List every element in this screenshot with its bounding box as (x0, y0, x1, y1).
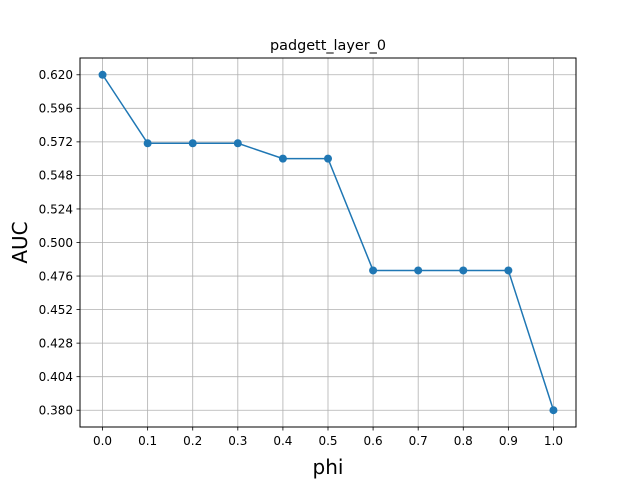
series-layer (98, 70, 558, 415)
data-point (504, 266, 513, 275)
grid (80, 58, 576, 427)
x-tick-label: 0.3 (228, 434, 247, 448)
data-point (278, 154, 287, 163)
y-axis-label: AUC (8, 221, 32, 263)
x-tick-label: 0.2 (183, 434, 202, 448)
y-tick-label: 0.380 (39, 404, 73, 418)
data-point (459, 266, 468, 275)
y-tick-label: 0.452 (39, 303, 73, 317)
data-point (369, 266, 378, 275)
y-tick-label: 0.548 (39, 169, 73, 183)
x-tick-label: 0.7 (409, 434, 428, 448)
y-tick-label: 0.596 (39, 102, 73, 116)
x-tick-label: 0.4 (273, 434, 292, 448)
x-tick-label: 0.6 (364, 434, 383, 448)
y-tick-label: 0.620 (39, 68, 73, 82)
x-tick-label: 0.8 (454, 434, 473, 448)
y-tick-label: 0.428 (39, 336, 73, 350)
y-tick-label: 0.404 (39, 370, 73, 384)
data-point (233, 139, 242, 148)
x-tick-label: 0.0 (93, 434, 112, 448)
y-tick-label: 0.572 (39, 135, 73, 149)
chart-title: padgett_layer_0 (270, 38, 386, 54)
data-point (549, 406, 558, 415)
x-axis-label: phi (313, 455, 344, 479)
data-point (188, 139, 197, 148)
y-tick-label: 0.500 (39, 236, 73, 250)
ticks: 0.0 0.1 0.2 0.3 0.4 0.5 0.6 0.7 0.8 0.9 1.0 0.380 0.… (39, 68, 563, 448)
data-point (414, 266, 423, 275)
data-point (324, 154, 332, 163)
y-tick-label: 0.524 (39, 202, 73, 216)
x-tick-label: 0.1 (138, 434, 157, 448)
x-tick-label: 0.5 (318, 434, 337, 448)
data-point (143, 139, 152, 148)
y-tick-label: 0.476 (39, 269, 73, 283)
x-tick-label: 1.0 (544, 434, 563, 448)
x-tick-label: 0.9 (499, 434, 518, 448)
data-point (98, 70, 107, 79)
